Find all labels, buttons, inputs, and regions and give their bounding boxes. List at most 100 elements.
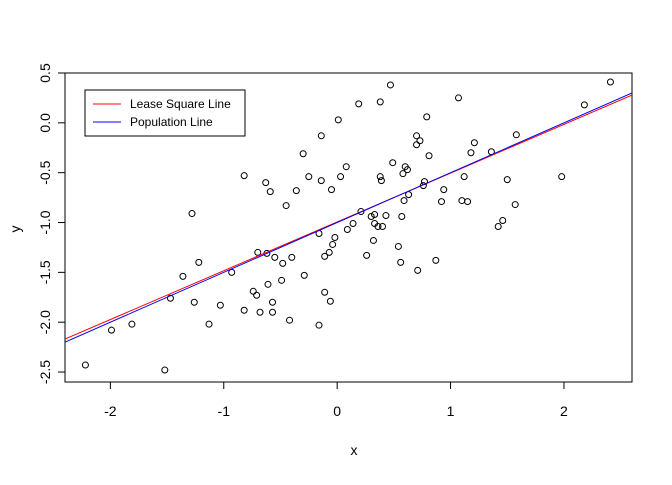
- data-point: [423, 113, 431, 121]
- data-point: [454, 94, 462, 102]
- data-point: [389, 159, 397, 167]
- data-point: [254, 248, 262, 256]
- legend: Lease Square Line Population Line: [84, 89, 246, 137]
- data-point: [299, 150, 307, 158]
- data-point: [363, 251, 371, 259]
- data-point: [253, 291, 261, 299]
- data-point: [398, 213, 406, 221]
- data-point: [413, 132, 421, 140]
- data-point: [240, 172, 248, 180]
- x-axis: -2 -1 0 1 2: [104, 381, 568, 419]
- data-point: [269, 308, 277, 316]
- data-point: [511, 201, 519, 209]
- data-point: [470, 139, 478, 147]
- data-point: [367, 213, 375, 221]
- data-point: [460, 173, 468, 181]
- data-point: [205, 320, 213, 328]
- data-point: [161, 366, 169, 374]
- y-axis-title: y: [7, 226, 23, 233]
- data-point: [355, 100, 363, 108]
- x-tick-label: 1: [447, 403, 455, 419]
- y-tick-label: -1.0: [37, 210, 53, 234]
- data-point: [369, 236, 377, 244]
- data-point: [512, 131, 520, 139]
- data-point: [357, 208, 365, 216]
- data-point: [414, 266, 422, 274]
- x-tick-label: -2: [104, 403, 117, 419]
- data-point: [286, 316, 294, 324]
- data-point: [326, 297, 334, 305]
- x-axis-title: x: [351, 442, 358, 458]
- data-point: [376, 98, 384, 106]
- legend-label-least-square: Lease Square Line: [130, 97, 231, 111]
- data-point: [300, 271, 308, 279]
- data-point: [416, 137, 424, 145]
- data-point: [386, 81, 394, 89]
- data-point: [397, 258, 405, 266]
- data-point: [269, 298, 277, 306]
- data-point: [403, 166, 411, 174]
- data-point: [382, 212, 390, 220]
- data-point: [494, 223, 502, 231]
- x-tick-label: 0: [333, 403, 341, 419]
- data-point: [376, 173, 384, 181]
- data-point: [179, 272, 187, 280]
- data-point: [249, 287, 257, 295]
- data-point: [503, 176, 511, 184]
- y-tick-label: -2.5: [37, 360, 53, 384]
- data-point: [266, 188, 274, 196]
- data-points: [81, 78, 614, 374]
- data-point: [467, 149, 475, 157]
- data-point: [331, 233, 339, 241]
- data-point: [458, 197, 466, 205]
- fit-lines: [65, 92, 632, 343]
- data-point: [413, 141, 421, 149]
- data-point: [278, 276, 286, 284]
- y-tick-label: 0.0: [37, 113, 53, 133]
- data-point: [580, 101, 588, 109]
- population-line: [65, 92, 632, 343]
- data-point: [337, 173, 345, 181]
- data-point: [190, 298, 198, 306]
- data-point: [188, 210, 196, 218]
- data-point: [394, 242, 402, 250]
- data-point: [374, 223, 382, 231]
- data-point: [327, 186, 335, 194]
- data-point: [379, 223, 387, 231]
- data-point: [256, 308, 264, 316]
- data-point: [440, 186, 448, 194]
- data-point: [400, 197, 408, 205]
- x-tick-label: 2: [560, 403, 568, 419]
- data-point: [321, 252, 329, 260]
- data-point: [371, 211, 379, 219]
- data-point: [329, 240, 337, 248]
- data-point: [195, 258, 203, 266]
- data-point: [558, 173, 566, 181]
- data-point: [334, 116, 342, 124]
- data-point: [288, 253, 296, 261]
- y-tick-label: -1.5: [37, 260, 53, 284]
- data-point: [399, 170, 407, 178]
- data-point: [81, 361, 89, 369]
- y-tick-label: -0.5: [37, 160, 53, 184]
- data-point: [342, 163, 350, 171]
- data-point: [499, 217, 507, 225]
- y-axis: -2.5 -2.0 -1.5 -1.0 -0.5 0.0 0.5: [37, 63, 66, 384]
- data-point: [264, 280, 272, 288]
- data-point: [317, 132, 325, 140]
- data-point: [349, 220, 357, 228]
- legend-label-population: Population Line: [130, 115, 213, 129]
- data-point: [279, 259, 287, 267]
- data-point: [343, 225, 351, 233]
- y-tick-label: -2.0: [37, 310, 53, 334]
- data-point: [305, 173, 313, 181]
- data-point: [437, 198, 445, 206]
- data-point: [321, 288, 329, 296]
- data-point: [292, 187, 300, 195]
- data-point: [325, 248, 333, 256]
- y-tick-label: 0.5: [37, 63, 53, 83]
- data-point: [262, 179, 270, 187]
- x-tick-label: -1: [218, 403, 231, 419]
